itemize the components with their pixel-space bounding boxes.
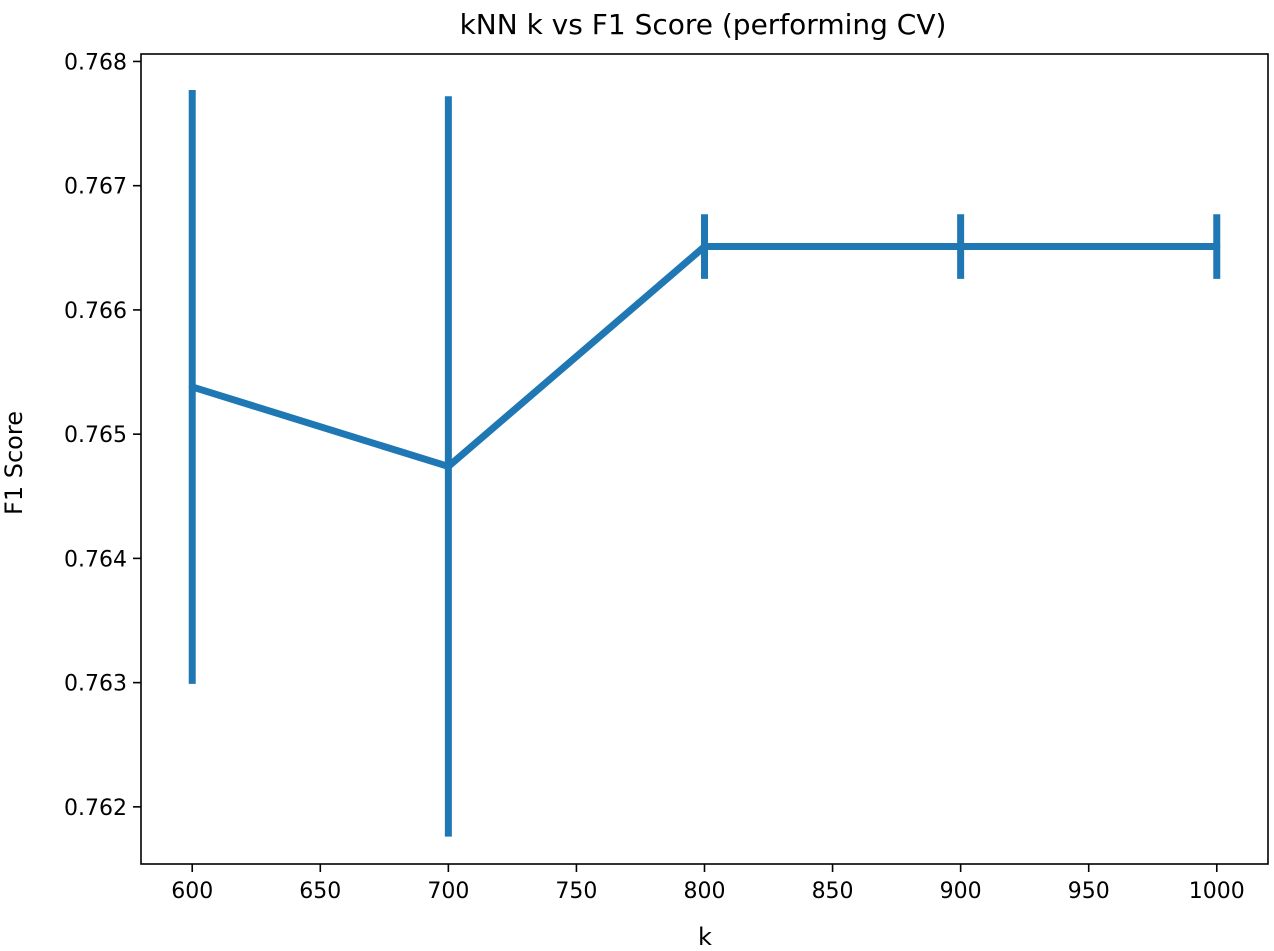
y-tick-label: 0.768 <box>64 50 127 75</box>
x-tick-label: 600 <box>171 879 213 904</box>
x-tick-label: 700 <box>427 879 469 904</box>
plot-frame <box>140 53 1269 865</box>
x-tick-label: 850 <box>812 879 854 904</box>
x-tick-label: 650 <box>299 879 341 904</box>
y-tick-label: 0.762 <box>64 796 127 821</box>
y-tick-label: 0.765 <box>64 423 127 448</box>
x-axis: 600 650 700 750 800 850 900 950 1000 <box>171 864 1245 904</box>
y-tick-label: 0.766 <box>64 299 127 324</box>
x-tick-label: 800 <box>684 879 726 904</box>
x-axis-label: k <box>698 923 712 951</box>
chart-title: kNN k vs F1 Score (performing CV) <box>460 8 947 41</box>
y-tick-label: 0.767 <box>64 175 127 200</box>
x-tick-label: 750 <box>555 879 597 904</box>
y-tick-label: 0.763 <box>64 672 127 697</box>
y-axis: 0.762 0.763 0.764 0.765 0.766 0.767 0.768 <box>64 50 141 821</box>
y-axis-label: F1 Score <box>0 411 28 515</box>
data-point <box>701 243 708 251</box>
y-tick-label: 0.764 <box>64 547 127 572</box>
data-point <box>1213 243 1221 251</box>
x-tick-label: 950 <box>1068 879 1110 904</box>
x-tick-label: 1000 <box>1189 879 1245 904</box>
series-group <box>188 90 1221 837</box>
data-point <box>444 462 452 470</box>
data-point <box>957 243 965 251</box>
x-tick-label: 900 <box>940 879 982 904</box>
series-line <box>191 243 1217 470</box>
data-point <box>188 383 196 391</box>
